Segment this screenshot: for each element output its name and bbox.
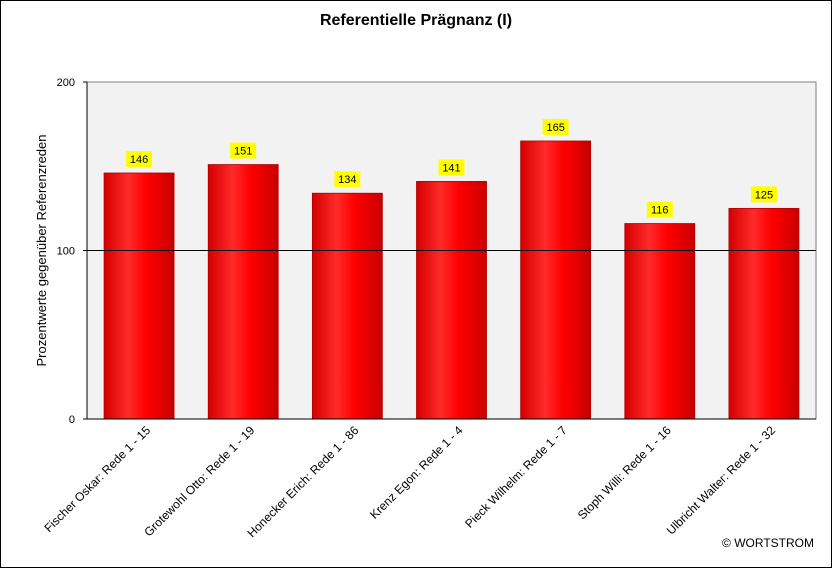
x-tick-label: Pieck Wilhelm: Rede 1 - 7 [462,423,570,531]
bar [728,207,800,420]
data-label-background [334,171,361,188]
credit-text: © WORTSTROM [722,536,814,550]
data-label-background [230,142,257,159]
bar [624,223,696,420]
bar [416,181,487,420]
data-label-background [542,118,569,135]
x-tick-label: Krenz Egon: Rede 1 - 4 [367,423,466,522]
data-label-background [438,159,465,176]
data-label: 146 [130,154,148,166]
bar [520,140,592,420]
data-label: 125 [755,189,773,201]
data-label: 134 [338,174,356,186]
bar [103,172,175,420]
x-tick-label: Stoph Willi: Rede 1 - 16 [575,423,674,522]
x-tick-label: Fischer Oskar: Rede 1 - 15 [41,423,153,535]
data-label-background [646,201,673,218]
chart-title: Referentielle Prägnanz (I) [319,12,513,29]
y-axis-label: Prozentwerte gegenüber Referenzreden [34,135,49,367]
data-label: 151 [234,146,252,158]
y-tick-label: 100 [57,246,75,258]
data-label-background [126,150,153,167]
y-tick-label: 0 [69,414,75,426]
data-label: 141 [442,162,460,174]
bar [207,164,279,420]
y-axis: 0 100 200 [57,77,88,426]
x-tick-label: Honecker Erich: Rede 1 - 86 [245,423,362,540]
bar [311,192,383,420]
data-label-background [750,186,777,203]
data-labels-group: 146 151 134 141 165 116 125 [126,118,777,218]
x-tick-label: Ulbricht Walter: Rede 1 - 32 [664,423,779,538]
x-tick-label: Grotewohl Otto: Rede 1 - 19 [141,423,257,539]
data-label: 116 [651,205,669,217]
data-label: 165 [546,122,564,134]
y-tick-label: 200 [57,77,75,89]
